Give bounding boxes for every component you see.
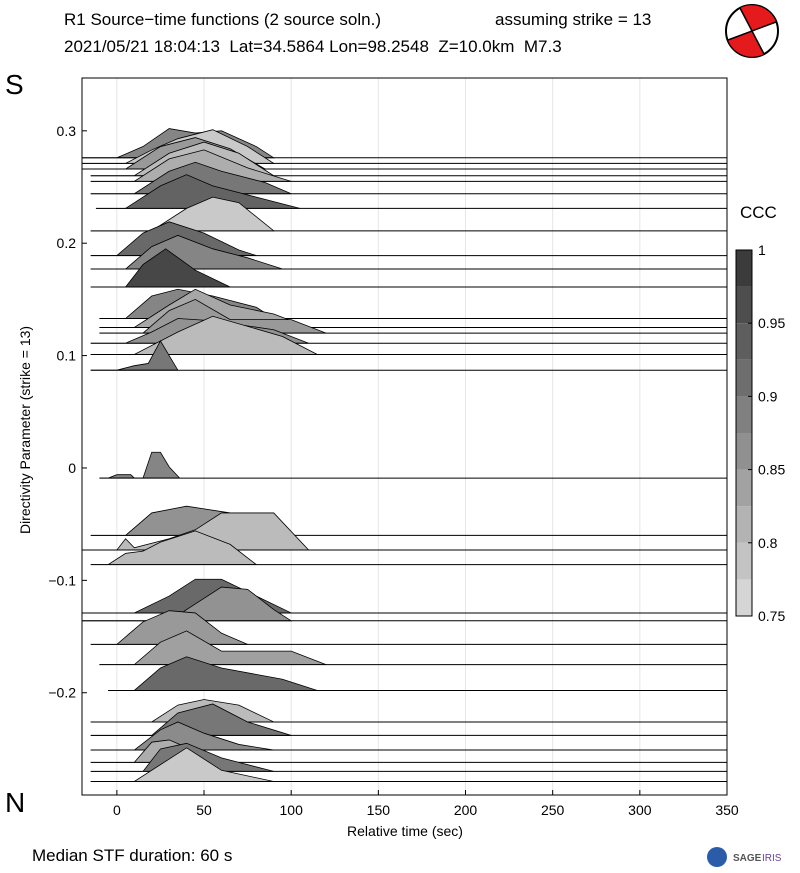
source-time-function bbox=[90, 530, 258, 566]
colorbar-step bbox=[736, 469, 752, 507]
colorbar-step bbox=[736, 396, 752, 433]
chart-title-right: assuming strike = 13 bbox=[495, 10, 651, 29]
x-tick-label: 250 bbox=[541, 802, 565, 818]
top-label: S bbox=[5, 69, 24, 100]
colorbar-step bbox=[736, 506, 752, 543]
y-tick-label: 0.1 bbox=[57, 348, 77, 364]
colorbar-step bbox=[736, 542, 752, 580]
source-time-function bbox=[90, 721, 274, 751]
y-axis-label: Directivity Parameter (strike = 13) bbox=[17, 326, 33, 534]
logo: SAGE IRIS bbox=[707, 847, 782, 867]
chart-subtitle: 2021/05/21 18:04:13 Lat=34.5864 Lon=98.2… bbox=[64, 37, 562, 56]
colorbar-tick-label: 0.9 bbox=[758, 388, 778, 404]
y-tick-label: −0.1 bbox=[48, 572, 76, 588]
source-time-function bbox=[90, 610, 248, 645]
source-time-function bbox=[108, 656, 318, 691]
plot-frame bbox=[81, 77, 728, 796]
beachball-nodal-line bbox=[727, 7, 777, 55]
colorbar-step bbox=[736, 579, 752, 616]
x-axis-label: Relative time (sec) bbox=[347, 823, 463, 839]
colorbar-step bbox=[736, 433, 752, 470]
colorbar-tick-label: 0.95 bbox=[758, 315, 785, 331]
colorbar-step bbox=[736, 286, 752, 324]
x-tick-label: 50 bbox=[196, 802, 212, 818]
y-tick-label: 0.2 bbox=[57, 235, 77, 251]
footer-text: Median STF duration: 60 s bbox=[32, 846, 232, 865]
chart-title: R1 Source−time functions (2 source soln.… bbox=[64, 10, 381, 29]
x-tick-label: 300 bbox=[628, 802, 652, 818]
x-tick-label: 0 bbox=[113, 802, 121, 818]
y-tick-label: −0.2 bbox=[48, 685, 76, 701]
colorbar-frame bbox=[735, 249, 753, 617]
y-tick-label: 0.3 bbox=[57, 123, 77, 139]
colorbar-step bbox=[736, 250, 752, 287]
colorbar-tick-label: 1 bbox=[758, 242, 766, 258]
beachball bbox=[725, 4, 779, 58]
source-time-function bbox=[99, 630, 327, 666]
source-time-function bbox=[90, 234, 283, 270]
x-tick-label: 200 bbox=[454, 802, 478, 818]
colorbar-step bbox=[736, 323, 752, 360]
colorbar-tick-label: 0.85 bbox=[758, 462, 785, 478]
colorbar-tick-label: 0.8 bbox=[758, 535, 778, 551]
logo-icon bbox=[707, 847, 727, 867]
source-time-function bbox=[99, 451, 181, 479]
logo-text: IRIS bbox=[762, 853, 782, 864]
colorbar-tick-label: 0.75 bbox=[758, 608, 785, 624]
bottom-label: N bbox=[5, 787, 25, 818]
colorbar-label: CCC bbox=[740, 203, 777, 222]
x-tick-label: 150 bbox=[367, 802, 391, 818]
x-tick-label: 350 bbox=[715, 802, 739, 818]
colorbar-step bbox=[736, 359, 752, 397]
source-time-function bbox=[95, 174, 301, 209]
logo-text: SAGE bbox=[733, 853, 762, 864]
x-tick-label: 100 bbox=[280, 802, 304, 818]
y-tick-label: 0 bbox=[68, 460, 76, 476]
